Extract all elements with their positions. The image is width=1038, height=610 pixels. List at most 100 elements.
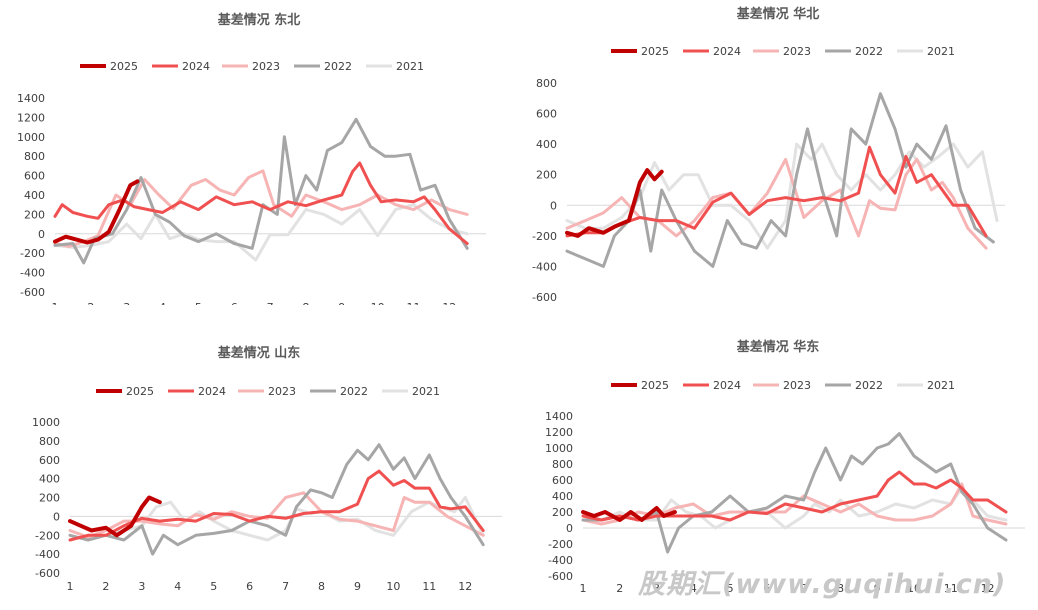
y-tick-label: 200: [536, 169, 557, 182]
x-tick-label: 10: [371, 301, 385, 305]
x-tick-label: 2: [102, 580, 109, 593]
series-line-2022: [581, 432, 1008, 554]
chart-shandong: 基差情况 山东 2025 2024 2023 2022 2021 -600 -400 -200 0…: [32, 345, 502, 593]
x-tick-label: 7: [800, 582, 807, 595]
x-tick-label: 9: [338, 301, 345, 305]
y-tick-label: 200: [39, 492, 60, 505]
chart-east-china: 基差情况 华东 2025 2024 2023 2022 2021 -600 -400 -200 0…: [545, 339, 1025, 595]
x-tick-label: 6: [231, 301, 238, 305]
y-tick-label: -200: [532, 230, 557, 243]
y-tick-label: 600: [24, 170, 45, 183]
y-tick-label: 400: [536, 138, 557, 151]
x-tick-label: 5: [210, 580, 217, 593]
legend-label-2023: 2023: [252, 60, 280, 73]
chart-title: 基差情况 山东: [217, 345, 301, 361]
legend-label-2022: 2022: [340, 385, 368, 398]
x-tick-label: 12: [442, 301, 456, 305]
y-tick-label: 0: [38, 228, 45, 241]
x-tick-label: 3: [123, 301, 130, 305]
x-tick-label: 3: [138, 580, 145, 593]
y-tick-label: 1200: [17, 111, 45, 124]
y-tick-label: 600: [536, 108, 557, 121]
chart-title: 基差情况 东北: [217, 12, 301, 28]
legend-label-2021: 2021: [412, 385, 440, 398]
y-tick-label: -400: [35, 548, 60, 561]
legend-label-2022: 2022: [324, 60, 352, 73]
legend-label-2025: 2025: [126, 385, 154, 398]
x-tick-label: 9: [874, 582, 881, 595]
x-tick-label: 5: [195, 301, 202, 305]
series-line-2022: [68, 443, 485, 556]
y-tick-label: 400: [24, 189, 45, 202]
x-tick-label: 1: [52, 301, 59, 305]
y-tick-label: -600: [20, 286, 45, 299]
y-tick-label: -600: [548, 570, 573, 583]
y-tick-label: 400: [552, 490, 573, 503]
y-tick-label: 800: [39, 435, 60, 448]
y-tick-label: 0: [53, 510, 60, 523]
x-tick-label: 4: [174, 580, 181, 593]
y-tick-label: 400: [39, 473, 60, 486]
x-tick-label: 9: [354, 580, 361, 593]
x-tick-label: 8: [318, 580, 325, 593]
x-tick-label: 5: [727, 582, 734, 595]
y-tick-label: -200: [35, 529, 60, 542]
y-tick-label: 0: [550, 199, 557, 212]
chart-panel-east-china: 基差情况 华东 2025 2024 2023 2022 2021 -600 -400 -200 0…: [519, 305, 1038, 610]
legend-label-2021: 2021: [396, 60, 424, 73]
x-tick-label: 12: [981, 582, 995, 595]
legend-label-2024: 2024: [198, 385, 226, 398]
legend-label-2025: 2025: [641, 379, 669, 392]
x-tick-label: 11: [406, 301, 420, 305]
y-tick-label: -600: [35, 567, 60, 580]
y-tick-label: 800: [24, 150, 45, 163]
x-tick-label: 4: [690, 582, 697, 595]
legend-label-2022: 2022: [855, 45, 883, 58]
x-tick-label: 2: [87, 301, 94, 305]
x-tick-label: 7: [282, 580, 289, 593]
chart-panel-shandong: 基差情况 山东 2025 2024 2023 2022 2021 -600 -400 -200 0…: [0, 305, 519, 610]
x-tick-label: 2: [616, 582, 623, 595]
watermark: 股期汇(www.guqihui.cn): [638, 569, 1007, 600]
y-tick-label: 600: [552, 474, 573, 487]
y-tick-label: 1000: [17, 131, 45, 144]
series-line-2021: [53, 203, 469, 262]
y-tick-label: -400: [532, 260, 557, 273]
x-tick-label: 1: [67, 580, 74, 593]
chart-panel-northeast: 基差情况 东北 2025 2024 2023 2022 2021 -600 -400 -200 0…: [0, 0, 519, 305]
y-tick-label: -400: [20, 267, 45, 280]
legend-label-2023: 2023: [783, 379, 811, 392]
series-line-2022: [565, 92, 995, 268]
x-tick-label: 8: [837, 582, 844, 595]
series-line-2024: [68, 469, 485, 542]
x-tick-label: 11: [944, 582, 958, 595]
series-line-2025: [581, 506, 677, 522]
y-tick-label: 200: [552, 506, 573, 519]
y-tick-label: 1000: [545, 442, 573, 455]
y-tick-label: -200: [20, 247, 45, 260]
y-tick-label: -400: [548, 554, 573, 567]
legend-label-2023: 2023: [783, 45, 811, 58]
x-tick-label: 6: [763, 582, 770, 595]
chart-panel-north-china: 基差情况 华北 2025 2024 2023 2022 2021 -600 -400 -200 0…: [519, 0, 1038, 305]
legend-label-2024: 2024: [182, 60, 210, 73]
legend-label-2025: 2025: [641, 45, 669, 58]
x-tick-label: 6: [246, 580, 253, 593]
legend-label-2021: 2021: [927, 379, 955, 392]
y-tick-label: -600: [532, 291, 557, 304]
y-tick-label: 1200: [545, 426, 573, 439]
y-tick-label: 0: [566, 522, 573, 535]
y-tick-label: 1400: [545, 410, 573, 423]
y-tick-label: 800: [536, 77, 557, 90]
chart-northeast: 基差情况 东北 2025 2024 2023 2022 2021 -600 -400 -200 0…: [17, 12, 486, 305]
legend-label-2025: 2025: [110, 60, 138, 73]
y-tick-label: 200: [24, 208, 45, 221]
x-tick-label: 3: [653, 582, 660, 595]
series-line-2025: [53, 179, 140, 245]
legend-label-2023: 2023: [268, 385, 296, 398]
x-tick-label: 10: [386, 580, 400, 593]
legend-label-2022: 2022: [855, 379, 883, 392]
x-tick-label: 7: [267, 301, 274, 305]
series-line-2025: [565, 168, 664, 238]
chart-north-china: 基差情况 华北 2025 2024 2023 2022 2021 -600 -400 -200 0…: [532, 6, 1005, 304]
